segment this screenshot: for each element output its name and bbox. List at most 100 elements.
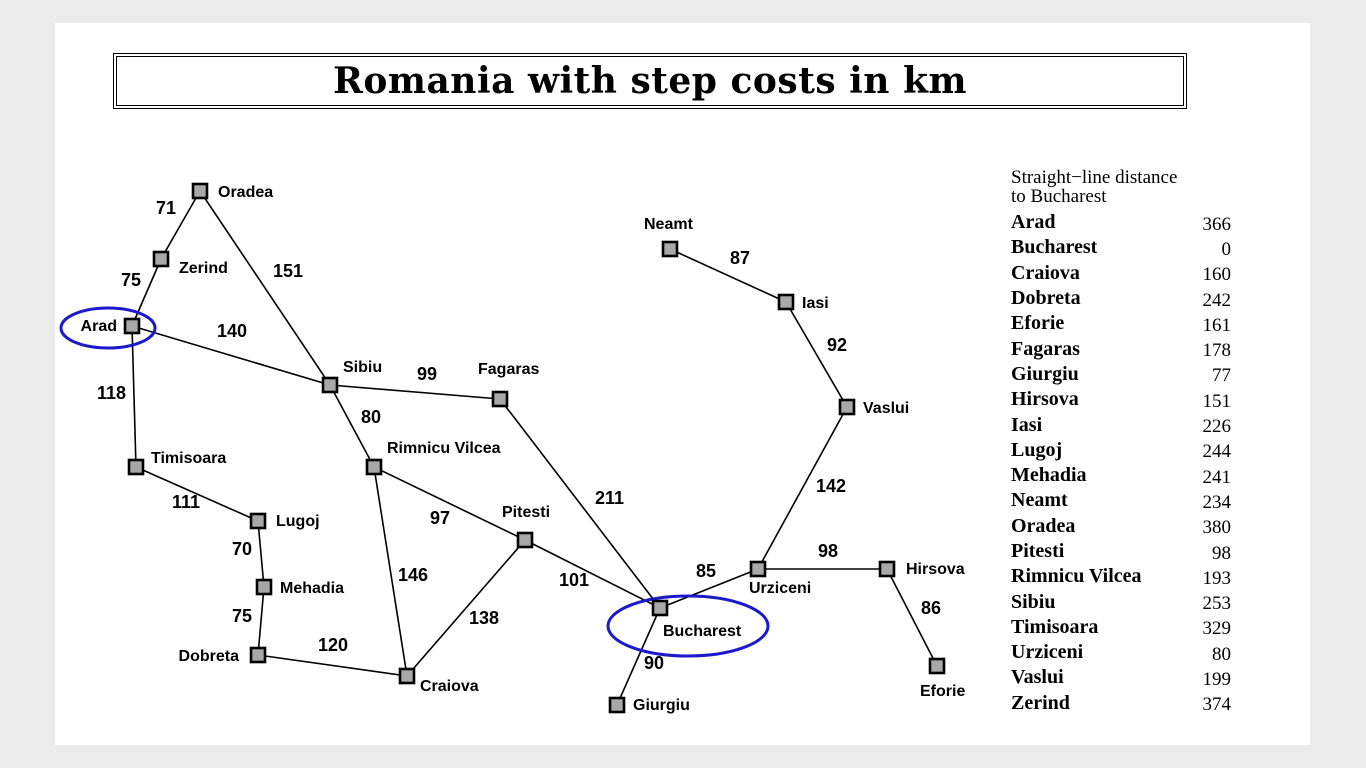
romania-map: 71 75 151 140 118 99 80 111 70 75 120 146 97 138 211 10…: [59, 182, 966, 714]
table-cell-distance: 244: [1202, 441, 1232, 463]
table-cell-city: Arad: [1011, 211, 1056, 234]
city-node-neamt: [661, 240, 679, 258]
table-cell-distance: 160: [1202, 264, 1232, 286]
road-craiova-pitesti: [406, 539, 526, 677]
page-title: Romania with step costs in km: [332, 60, 968, 102]
road-rimnicu-craiova: [373, 466, 408, 677]
table-cell-distance: 199: [1202, 669, 1232, 690]
table-cell-distance: 80: [1212, 643, 1231, 665]
table-cell-distance: 161: [1202, 314, 1232, 336]
road-pitesti-bucharest: [524, 539, 661, 609]
road-rimnicu-pitesti: [373, 466, 526, 541]
table-cell-distance: 234: [1202, 491, 1232, 513]
highlight-ellipse-arad: [59, 306, 157, 350]
table-cell-distance: 151: [1202, 390, 1232, 412]
table-cell-city: Lugoj: [1011, 438, 1063, 461]
road-urziceni-vaslui: [757, 406, 848, 570]
city-node-oradea: [191, 182, 209, 200]
table-row: Fagaras 178: [1011, 336, 1232, 362]
table-row: Vaslui 199: [1011, 665, 1231, 690]
table-row: Timisoara 329: [1011, 615, 1231, 640]
cost-label: 151: [273, 261, 303, 281]
city-node-bucharest: [651, 599, 669, 617]
table-cell-city: Sibiu: [1011, 590, 1056, 613]
table-row: Mehadia 241: [1011, 463, 1231, 488]
table-row: Sibiu 253: [1011, 589, 1232, 615]
city-node-giurgiu: [608, 696, 626, 714]
table-row: Giurgiu 77: [1011, 362, 1231, 387]
cost-label: 80: [361, 407, 381, 427]
cost-label: 90: [644, 653, 664, 673]
roads: [131, 190, 938, 706]
highlights: [59, 306, 770, 658]
table-cell-distance: 178: [1202, 340, 1232, 362]
city-node-mehadia: [255, 578, 273, 596]
table-cell-distance: 253: [1202, 593, 1232, 615]
road-iasi-neamt: [669, 248, 787, 303]
cost-label: 138: [469, 608, 499, 628]
straight-line-distance-table: Straight−line distance to Bucharest Arad…: [1011, 168, 1231, 716]
city-label-dobreta: Dobreta: [179, 648, 240, 665]
table-cell-city: Eforie: [1011, 312, 1065, 335]
road-zerind-arad: [131, 258, 162, 327]
table-row: Craiova 160: [1011, 261, 1231, 286]
cost-label: 75: [232, 606, 252, 626]
table-cell-distance: 242: [1202, 289, 1232, 311]
table-cell-city: Giurgiu: [1011, 362, 1079, 385]
table-cell-distance: 241: [1202, 466, 1232, 488]
city-label-iasi: Iasi: [802, 295, 829, 312]
city-node-fagaras: [491, 390, 509, 408]
city-node-hirsova: [878, 560, 896, 578]
cost-label: 120: [318, 635, 348, 655]
table-row: Oradea 380: [1011, 514, 1231, 539]
road-arad-sibiu: [131, 325, 331, 386]
table-cell-city: Oradea: [1011, 514, 1076, 537]
city-node-timisoara: [127, 458, 145, 476]
table-cell-city: Mehadia: [1011, 464, 1087, 487]
table-row: Hirsova 151: [1011, 387, 1231, 412]
city-node-arad: [123, 317, 141, 335]
cost-label: 71: [156, 198, 176, 218]
city-node-rimnicu: [365, 458, 383, 476]
table-cell-city: Pitesti: [1011, 540, 1065, 562]
table-cell-city: Vaslui: [1011, 666, 1064, 689]
city-label-pitesti: Pitesti: [502, 504, 550, 521]
road-sibiu-fagaras: [329, 384, 501, 400]
cost-label: 92: [827, 335, 847, 355]
city-label-eforie: Eforie: [920, 683, 965, 700]
cost-label: 98: [818, 541, 838, 561]
title-box: Romania with step costs in km: [113, 53, 1187, 109]
table-row: Urziceni 80: [1011, 640, 1231, 665]
cost-label: 99: [417, 364, 437, 384]
table-row: Bucharest 0: [1011, 235, 1231, 260]
road-bucharest-urziceni: [659, 568, 759, 609]
road-lugoj-mehadia: [257, 520, 265, 588]
city-label-vaslui: Vaslui: [863, 400, 909, 417]
table-cell-distance: 0: [1221, 238, 1232, 260]
table-cell-distance: 226: [1202, 416, 1232, 438]
labels: 71 75 151 140 118 99 80 111 70 75 120 146 97 138 211 10…: [81, 184, 966, 714]
cost-label: 111: [172, 492, 200, 512]
city-node-zerind: [152, 250, 170, 268]
table-row: Rimnicu Vilcea 193: [1011, 564, 1231, 589]
city-label-oradea: Oradea: [218, 184, 273, 201]
city-label-arad: Arad: [81, 318, 117, 335]
table-cell-distance: 98: [1212, 542, 1231, 564]
city-node-urziceni: [749, 560, 767, 578]
road-fagaras-bucharest: [499, 398, 661, 609]
city-node-eforie: [928, 657, 946, 675]
table-cell-distance: 77: [1212, 365, 1231, 387]
cost-label: 101: [559, 570, 589, 590]
road-sibiu-rimnicu: [329, 384, 375, 468]
table-cell-city: Rimnicu Vilcea: [1011, 565, 1142, 588]
road-dobreta-craiova: [257, 654, 408, 677]
table-cell-distance: 329: [1202, 618, 1232, 640]
cost-label: 140: [217, 321, 247, 341]
table-cell-city: Neamt: [1011, 489, 1068, 512]
road-vaslui-iasi: [785, 301, 848, 408]
road-timisoara-lugoj: [135, 466, 259, 522]
table-cell-city: Iasi: [1011, 413, 1043, 436]
cost-label: 85: [696, 561, 716, 581]
table-cell-distance: 380: [1202, 517, 1232, 539]
table-row: Arad 366: [1011, 210, 1231, 235]
